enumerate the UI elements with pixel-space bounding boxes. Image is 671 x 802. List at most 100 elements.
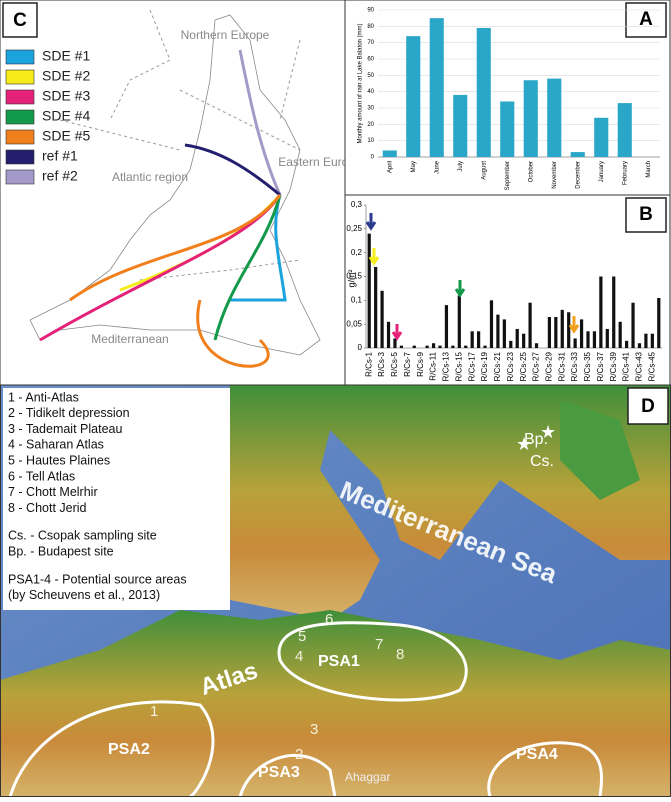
panel-d: D 1 - Anti-Atlas 2 - Tidikelt depression 3… (0, 385, 671, 799)
bar (399, 345, 403, 348)
map-number: 3 (310, 721, 318, 738)
bar (625, 340, 629, 348)
x-tick-label: R/Cs-45 (647, 351, 656, 381)
bar (464, 345, 468, 348)
bar (412, 345, 416, 348)
x-tick-label: R/Cs-19 (480, 351, 489, 381)
text-list: 1 - Anti-Atlas 2 - Tidikelt depression 3 -… (8, 390, 187, 602)
map-number: 5 (298, 628, 306, 645)
arrow (454, 280, 466, 298)
map-label: Ahaggar (345, 770, 390, 784)
bar (657, 297, 661, 348)
y-axis-label: g/m² (346, 269, 356, 287)
legend-label: SDE #3 (42, 88, 90, 104)
bar (522, 333, 526, 348)
bar (393, 338, 397, 348)
bar (470, 331, 474, 348)
panel-box (625, 197, 667, 233)
x-tick-label: August (481, 161, 487, 180)
bar (528, 302, 532, 348)
bar (380, 290, 384, 348)
region-label: Atlantic region (112, 170, 188, 184)
bar (547, 317, 551, 348)
trajectory (238, 49, 282, 196)
y-tick-label: 0 (371, 155, 375, 161)
trajectory (230, 194, 287, 302)
x-tick-label: April (387, 161, 393, 173)
x-tick-label: June (434, 160, 440, 174)
charts: A Monthly amount of rain at Lake Balaton … (346, 2, 667, 381)
bar (425, 345, 429, 348)
legend-swatch (5, 149, 35, 165)
bar (406, 36, 421, 158)
list-item: 1 - Anti-Atlas (8, 390, 79, 404)
x-tick-label: R/Cs-41 (622, 351, 631, 381)
bar (496, 314, 500, 348)
region-label: Eastern Europe (278, 155, 362, 169)
x-tick-label: September (505, 161, 511, 190)
bar (483, 345, 487, 348)
x-tick-label: R/Cs-29 (545, 351, 554, 381)
x-tick-label: January (599, 161, 605, 182)
x-tick-label: July (458, 161, 464, 172)
bar (594, 117, 609, 157)
bar (560, 309, 564, 348)
x-tick-label: R/Cs-9 (416, 351, 425, 376)
bar (367, 233, 371, 348)
x-tick-label: R/Cs-25 (519, 351, 528, 381)
x-tick-label: February (622, 161, 628, 185)
land (210, 385, 671, 620)
legend-swatch (5, 89, 35, 105)
region-label: Northern Europe (181, 28, 270, 42)
map-number: 4 (295, 648, 303, 665)
bar (523, 80, 538, 157)
bar (374, 266, 378, 348)
y-tick-label: 0,2 (351, 248, 363, 257)
region-border (59, 9, 301, 281)
list-item: 6 - Tell Atlas (8, 469, 75, 483)
x-tick-label: R/Cs-5 (390, 351, 399, 376)
list-item: PSA1-4 - Potential source areas (8, 572, 187, 586)
x-tick-label: R/Cs-27 (532, 351, 541, 381)
list-item: (by Scheuvens et al., 2013) (8, 588, 160, 602)
x-tick-label: October (528, 161, 534, 182)
x-tick-label: R/Cs-23 (506, 351, 515, 381)
legend-box (3, 388, 230, 610)
y-tick-label: 70 (367, 40, 374, 46)
bar (429, 18, 444, 157)
panel-label: A (639, 9, 653, 30)
bar (644, 333, 648, 348)
legend-swatch (5, 169, 35, 185)
list-item: 3 - Tademait Plateau (8, 422, 122, 436)
bar (650, 333, 654, 348)
panel-label: C (13, 10, 27, 31)
x-tick-label: R/Cs-21 (493, 351, 502, 381)
legend-swatch (5, 109, 35, 125)
source-area (277, 621, 468, 702)
bar (534, 343, 539, 348)
y-tick-label: 20 (367, 122, 374, 128)
x-tick-label: R/Cs-35 (583, 351, 592, 381)
panel-box (625, 2, 667, 38)
plain (560, 400, 640, 500)
x-tick-label: May (411, 161, 417, 172)
x-tick-label: R/Cs-11 (429, 351, 438, 380)
bar (631, 302, 635, 348)
x-tick-label: R/Cs-33 (570, 351, 579, 381)
panel-label: D (641, 396, 655, 417)
bar (567, 312, 571, 348)
x-tick-label: R/Cs-1 (364, 351, 373, 376)
legend-label: SDE #1 (42, 48, 90, 64)
map-number: 2 (295, 746, 303, 763)
bar (489, 300, 494, 348)
arrow (365, 213, 377, 231)
bar (579, 319, 584, 348)
legend-label: ref #2 (42, 168, 78, 184)
panel-frame (344, 0, 671, 196)
list-item: 4 - Saharan Atlas (8, 438, 104, 452)
y-tick-label: 80 (367, 24, 374, 30)
legend-label: SDE #5 (42, 128, 90, 144)
x-tick-label: R/Cs-43 (635, 351, 644, 381)
list-item: 8 - Chott Jerid (8, 501, 87, 515)
